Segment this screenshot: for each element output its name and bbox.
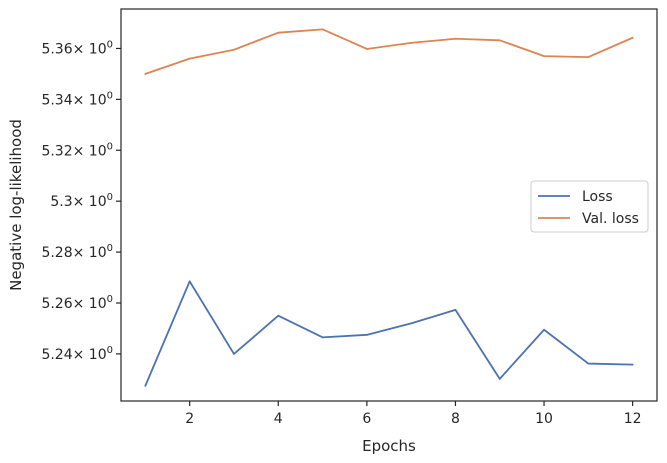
series-1-point bbox=[277, 31, 280, 34]
y-tick-label: 5.3× 100 bbox=[50, 192, 113, 210]
y-tick-multiplier: × 10 bbox=[73, 347, 107, 363]
series-1-point bbox=[144, 73, 147, 75]
series-0-point bbox=[498, 377, 501, 380]
series-0-point bbox=[543, 328, 545, 331]
y-tick-multiplier: × 10 bbox=[73, 194, 107, 210]
series-line-0 bbox=[144, 280, 634, 387]
y-tick-value: 5.26 bbox=[41, 296, 72, 312]
series-0-point bbox=[365, 333, 368, 336]
series-0-point bbox=[277, 314, 280, 317]
y-tick-label: 5.28× 100 bbox=[41, 243, 113, 261]
series-1-point bbox=[410, 41, 413, 44]
series-0-point bbox=[144, 384, 147, 387]
y-tick-value: 5.24 bbox=[41, 347, 72, 363]
series-1-point bbox=[543, 55, 545, 57]
y-tick-exponent: 0 bbox=[107, 243, 113, 254]
y-tick-exponent: 0 bbox=[107, 90, 113, 101]
x-tick-label: 8 bbox=[451, 411, 460, 427]
x-tick-label: 12 bbox=[624, 411, 642, 427]
series-0-point bbox=[587, 362, 590, 365]
y-tick-label: 5.24× 100 bbox=[41, 345, 113, 363]
y-tick-multiplier: × 10 bbox=[73, 245, 107, 261]
y-tick-exponent: 0 bbox=[107, 141, 113, 152]
series-0-point bbox=[233, 353, 235, 355]
series-1-point bbox=[365, 48, 368, 50]
y-tick-label: 5.36× 100 bbox=[41, 39, 113, 57]
y-tick-label: 5.32× 100 bbox=[41, 141, 113, 159]
series-0-point bbox=[321, 336, 324, 339]
y-tick-label: 5.34× 100 bbox=[41, 90, 113, 108]
series-lines bbox=[144, 28, 634, 387]
y-tick-exponent: 0 bbox=[107, 192, 113, 203]
series-0-point bbox=[410, 322, 413, 325]
y-tick-exponent: 0 bbox=[107, 294, 113, 305]
series-line-1 bbox=[144, 28, 634, 75]
y-tick-value: 5.3 bbox=[50, 194, 72, 210]
legend: Loss Val. loss bbox=[530, 180, 649, 233]
y-tick-exponent: 0 bbox=[107, 39, 113, 50]
y-tick-value: 5.32 bbox=[41, 143, 72, 159]
x-tick-label: 4 bbox=[274, 411, 283, 427]
legend-entry-label: Loss bbox=[582, 189, 613, 205]
y-tick-multiplier: × 10 bbox=[73, 41, 107, 57]
x-axis: 2 4 6 8 10 12 bbox=[185, 401, 642, 427]
y-tick-label: 5.26× 100 bbox=[41, 294, 113, 312]
series-1-point bbox=[321, 28, 324, 31]
series-1-point bbox=[188, 57, 191, 60]
x-axis-label: Epochs bbox=[362, 437, 416, 455]
series-1-point bbox=[587, 56, 590, 59]
series-1-point bbox=[233, 48, 235, 51]
y-axis-label: Negative log-likelihood bbox=[7, 119, 25, 291]
series-0-point bbox=[454, 308, 457, 311]
series-1-point bbox=[631, 36, 634, 39]
y-tick-exponent: 0 bbox=[107, 345, 113, 356]
series-0-point bbox=[631, 363, 634, 366]
y-tick-value: 5.34 bbox=[41, 92, 72, 108]
legend-box bbox=[530, 180, 649, 233]
series-1-point bbox=[498, 39, 501, 42]
y-tick-multiplier: × 10 bbox=[73, 92, 107, 108]
y-tick-multiplier: × 10 bbox=[73, 143, 107, 159]
x-tick-label: 6 bbox=[362, 411, 371, 427]
x-tick-label: 10 bbox=[535, 411, 553, 427]
legend-entry-label: Val. loss bbox=[582, 211, 639, 227]
y-tick-value: 5.36 bbox=[41, 41, 72, 57]
y-tick-multiplier: × 10 bbox=[73, 296, 107, 312]
series-1-point bbox=[454, 37, 457, 40]
x-tick-label: 2 bbox=[185, 411, 194, 427]
series-0-point bbox=[188, 280, 191, 283]
y-tick-value: 5.28 bbox=[41, 245, 72, 261]
